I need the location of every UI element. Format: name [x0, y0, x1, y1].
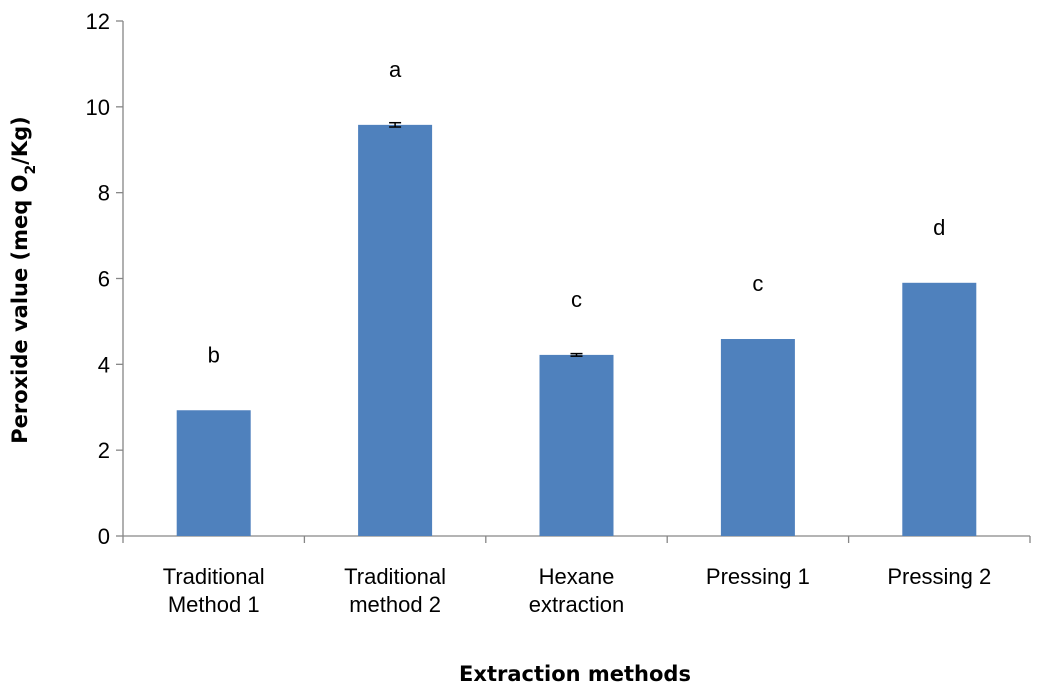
bar: [358, 124, 433, 536]
y-tick-label: 8: [98, 181, 110, 206]
bar: [902, 282, 977, 536]
y-axis-title-suffix: /Kg): [8, 116, 32, 165]
x-axis: [122, 535, 1031, 543]
y-tick-label: 2: [98, 438, 110, 463]
category-label: Hexane extraction: [529, 564, 624, 617]
y-tick-label: 10: [86, 95, 110, 120]
significance-letter: c: [571, 287, 582, 312]
significance-letters: b a c c d: [208, 57, 946, 367]
bars: [176, 124, 977, 536]
significance-letter: b: [208, 342, 220, 367]
category-label: Traditional method 2: [344, 564, 446, 617]
y-tick-label: 0: [98, 524, 110, 549]
significance-letter: a: [389, 57, 402, 82]
bar: [720, 339, 795, 536]
bar: [539, 354, 614, 536]
y-tick-label: 12: [86, 9, 110, 34]
error-bars: [389, 121, 583, 357]
category-labels: Traditional Method 1 Traditional method 2 He…: [163, 564, 992, 617]
category-label: Traditional Method 1: [163, 564, 265, 617]
y-tick-label: 6: [98, 267, 110, 292]
significance-letter: d: [933, 215, 945, 240]
category-label: Pressing 1: [706, 564, 810, 589]
significance-letter: c: [752, 271, 763, 296]
y-axis-title-subscript: 2: [23, 165, 39, 175]
x-axis-title: Extraction methods: [459, 662, 691, 686]
bar: [176, 410, 251, 536]
y-axis: 0 2 4 6 8 10 12: [86, 9, 124, 549]
y-axis-title-prefix: Peroxide value (meq O: [8, 175, 32, 444]
category-label: Pressing 2: [887, 564, 991, 589]
y-tick-label: 4: [98, 352, 110, 377]
y-axis-title: Peroxide value (meq O2/Kg): [8, 116, 39, 444]
